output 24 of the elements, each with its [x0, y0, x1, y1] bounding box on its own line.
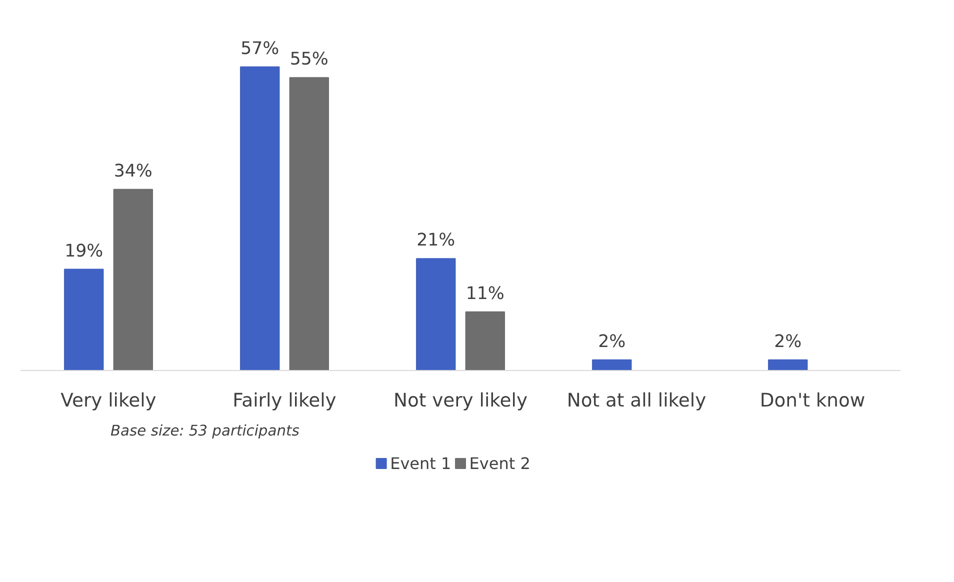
- x-tick-label: Don't know: [760, 390, 866, 412]
- bar: [416, 258, 456, 370]
- data-label: 11%: [466, 284, 504, 304]
- bar: [240, 66, 280, 370]
- bar: [113, 188, 153, 370]
- x-tick-label: Very likely: [60, 390, 156, 412]
- x-tick-label: Not very likely: [394, 390, 528, 412]
- bar: [289, 77, 329, 370]
- data-label: 57%: [240, 38, 280, 59]
- bar: [768, 359, 808, 370]
- bar: [64, 268, 104, 370]
- legend-label: Event 1: [390, 454, 452, 473]
- data-label: 34%: [114, 161, 152, 182]
- data-label: 55%: [290, 50, 328, 70]
- x-tick-label: Fairly likely: [232, 390, 336, 412]
- bar: [465, 311, 505, 370]
- data-label: 21%: [416, 230, 456, 251]
- data-label: 2%: [598, 332, 626, 352]
- data-label: 2%: [774, 332, 802, 352]
- text: Base size: 53 participants: [110, 422, 300, 440]
- bar: [592, 359, 632, 370]
- legend-label: Event 2: [469, 454, 530, 473]
- data-label: 19%: [64, 241, 104, 262]
- x-tick-label: Not at all likely: [566, 390, 706, 412]
